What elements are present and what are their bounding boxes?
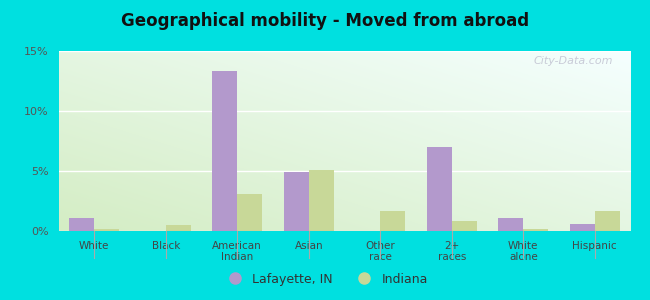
Bar xyxy=(523,229,548,231)
Bar xyxy=(380,211,406,231)
Bar xyxy=(569,224,595,231)
Text: City-Data.com: City-Data.com xyxy=(534,56,614,66)
Bar xyxy=(212,71,237,231)
Bar xyxy=(69,218,94,231)
Bar xyxy=(427,147,452,231)
Bar xyxy=(452,221,476,231)
Bar xyxy=(166,225,191,231)
Bar xyxy=(595,211,620,231)
Bar xyxy=(94,229,120,231)
Text: Geographical mobility - Moved from abroad: Geographical mobility - Moved from abroa… xyxy=(121,12,529,30)
Bar xyxy=(237,194,262,231)
Bar xyxy=(499,218,523,231)
Bar xyxy=(309,170,334,231)
Bar xyxy=(284,172,309,231)
Legend: Lafayette, IN, Indiana: Lafayette, IN, Indiana xyxy=(217,268,433,291)
